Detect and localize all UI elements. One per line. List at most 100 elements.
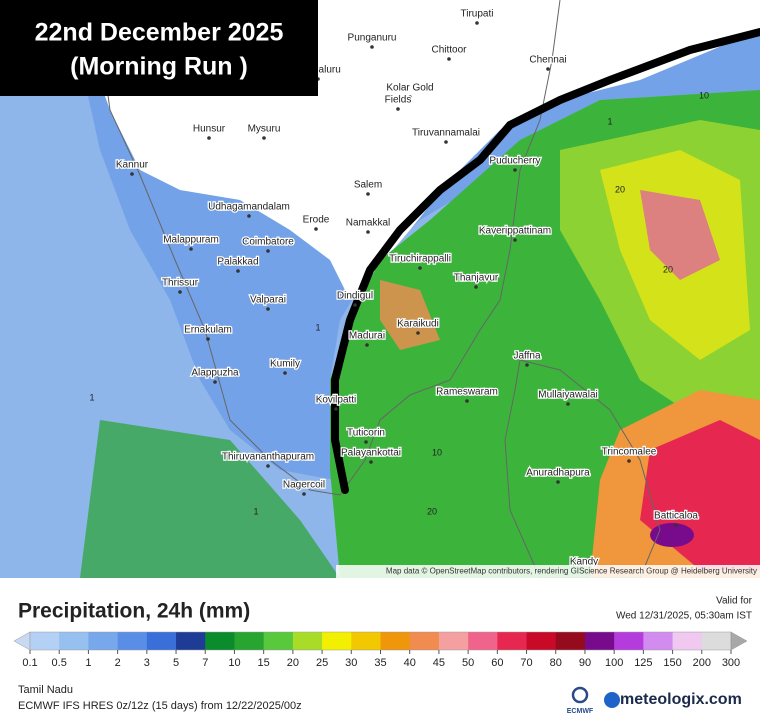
scale-tick-label: 35 (374, 657, 386, 669)
scale-tick-label: 200 (693, 657, 711, 669)
rain-purple (650, 523, 694, 547)
contour-label: 1 (89, 392, 94, 402)
place-label: Fields (385, 95, 412, 106)
ecmwf-text: ECMWF (567, 708, 594, 715)
scale-tick-label: 25 (316, 657, 328, 669)
place-dot (474, 285, 478, 289)
place-dot (513, 238, 517, 242)
scale-tick-label: 15 (258, 657, 270, 669)
place-dot (206, 337, 210, 341)
place-dot (365, 343, 369, 347)
place-dot (370, 45, 374, 49)
scale-segment (701, 632, 732, 650)
scale-tick-label: 7 (202, 657, 208, 669)
place-dot (566, 402, 570, 406)
brand-logo (604, 692, 620, 708)
place-label: Kannur (116, 160, 149, 171)
place-dot (465, 399, 469, 403)
place-label: Tirupati (461, 9, 494, 20)
place-label: Malappuram (163, 235, 219, 246)
contour-label: 1 (315, 322, 320, 332)
place-dot (314, 227, 318, 231)
place-dot (408, 95, 412, 99)
attribution-bg (336, 565, 760, 578)
place-dot (513, 168, 517, 172)
scale-tick-label: 20 (287, 657, 299, 669)
map-layer: TirupatiPunganuruChittoorChennaiBengalur… (0, 0, 760, 578)
scale-segment (146, 632, 177, 650)
scale-tick-label: 30 (345, 657, 357, 669)
place-label: Thiruvananthapuram (222, 452, 314, 463)
coastline-india (94, 0, 561, 496)
scale-segment (672, 632, 703, 650)
contour-label: 1 (607, 116, 612, 126)
place-label: Ernakulam (184, 325, 232, 336)
place-dot (556, 480, 560, 484)
place-label: Kaverippattinam (479, 226, 551, 237)
scale-tick-label: 50 (462, 657, 474, 669)
scale-tick-label: 80 (550, 657, 562, 669)
place-label: Palakkad (217, 257, 258, 268)
place-dot (444, 140, 448, 144)
scale-over (730, 631, 748, 651)
place-label: Alappuzha (191, 368, 239, 379)
valid-label: Valid for (716, 596, 753, 607)
scale-tick-label: 125 (634, 657, 652, 669)
place-label: Nagercoil (283, 480, 325, 491)
scale-segment (117, 632, 148, 650)
place-dot (189, 247, 193, 251)
scale-tick-label: 5 (173, 657, 179, 669)
place-label: Kolar Gold (386, 83, 433, 94)
scale-tick-label: 10 (228, 657, 240, 669)
scale-tick-label: 90 (579, 657, 591, 669)
place-dot (266, 307, 270, 311)
place-label: Palayankottai (341, 448, 401, 459)
place-dot (369, 460, 373, 464)
place-label: Madurai (349, 331, 385, 342)
attribution: Map data © OpenStreetMap contributors, r… (386, 567, 757, 576)
place-label: Tuticorin (347, 428, 385, 439)
place-dot (302, 492, 306, 496)
place-label: Chittoor (431, 45, 467, 56)
place-dot (213, 380, 217, 384)
place-label: Punganuru (348, 33, 397, 44)
scale-segment (497, 632, 528, 650)
scale-tick-label: 3 (144, 657, 150, 669)
scale-segment (409, 632, 440, 650)
scale-tick-label: 1 (85, 657, 91, 669)
place-dot (447, 57, 451, 61)
scale-tick-label: 60 (491, 657, 503, 669)
coastline-srilanka (504, 359, 661, 578)
place-dot (353, 303, 357, 307)
place-label: Erode (303, 215, 330, 226)
place-dot (334, 407, 338, 411)
place-dot (366, 192, 370, 196)
contour-label: 10 (432, 447, 442, 457)
ecmwf-logo (571, 686, 589, 704)
place-label: Dindigul (337, 291, 373, 302)
scale-segment (176, 632, 206, 650)
scale-segment (555, 632, 586, 650)
scale-segment (205, 632, 235, 650)
scale-tick-label: 70 (520, 657, 532, 669)
scale-segment (351, 632, 381, 650)
place-label: Batticaloa (654, 511, 698, 522)
place-labels: TirupatiPunganuruChittoorChennaiBengalur… (115, 7, 700, 573)
place-dot (130, 172, 134, 176)
place-label: Tiruchirappalli (389, 254, 451, 265)
scale-segment (263, 632, 294, 650)
title-line2: (Morning Run ) (70, 53, 248, 81)
scale-segment (322, 632, 352, 650)
place-dot (416, 331, 420, 335)
contour-label: 10 (699, 90, 709, 100)
scale-segment (438, 632, 469, 650)
place-dot (247, 214, 251, 218)
scale-tick-label: 100 (605, 657, 623, 669)
place-dot (475, 21, 479, 25)
scale-segment (234, 632, 265, 650)
valid-time: Wed 12/31/2025, 05:30am IST (616, 611, 752, 622)
scale-tick-label: 2 (115, 657, 121, 669)
place-label: Coimbatore (242, 237, 294, 248)
